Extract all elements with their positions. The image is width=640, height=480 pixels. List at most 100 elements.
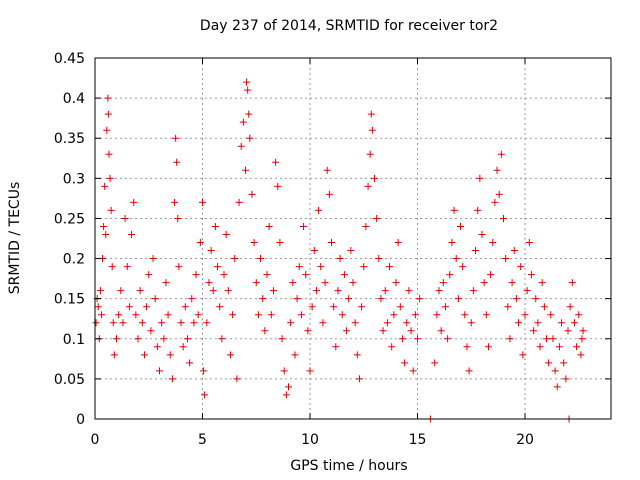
data-point xyxy=(272,158,280,166)
data-point xyxy=(463,343,471,351)
data-point xyxy=(381,287,389,295)
data-point xyxy=(107,206,115,214)
data-point xyxy=(218,335,226,343)
data-point xyxy=(500,214,507,222)
data-point xyxy=(377,295,385,303)
data-point xyxy=(312,287,320,295)
data-point xyxy=(231,255,239,263)
data-point xyxy=(188,295,196,303)
data-point xyxy=(175,263,183,271)
data-point xyxy=(319,319,327,327)
data-point xyxy=(285,383,292,391)
data-point xyxy=(340,271,348,279)
data-point xyxy=(465,367,473,375)
data-point xyxy=(149,255,157,263)
data-point xyxy=(441,303,449,311)
y-tick-label: 0.1 xyxy=(63,332,85,348)
chart-title: Day 237 of 2014, SRMTID for receiver tor… xyxy=(200,18,498,34)
data-point xyxy=(160,335,168,343)
data-point xyxy=(173,158,181,166)
x-tick-label: 10 xyxy=(301,432,319,448)
data-point xyxy=(343,327,351,335)
data-point xyxy=(304,327,312,335)
data-point xyxy=(164,311,172,319)
data-point xyxy=(276,239,284,247)
data-point xyxy=(487,271,495,279)
data-point xyxy=(110,351,118,359)
data-point xyxy=(128,230,136,238)
data-point xyxy=(153,343,161,351)
data-point xyxy=(510,247,518,255)
data-point xyxy=(493,166,501,174)
data-point xyxy=(515,319,523,327)
data-point xyxy=(502,255,510,263)
x-tick-label: 0 xyxy=(91,432,100,448)
data-point xyxy=(306,367,314,375)
data-point xyxy=(386,263,394,271)
data-point xyxy=(407,327,415,335)
data-point xyxy=(519,351,527,359)
data-point xyxy=(577,351,585,359)
plot-frame xyxy=(94,57,612,420)
data-point xyxy=(214,263,222,271)
data-point xyxy=(295,263,303,271)
data-point xyxy=(222,230,230,238)
data-point xyxy=(229,311,237,319)
data-point xyxy=(527,271,535,279)
data-point xyxy=(143,303,151,311)
data-point xyxy=(345,295,353,303)
data-point xyxy=(207,247,215,255)
data-point xyxy=(166,351,174,359)
data-point xyxy=(265,222,273,230)
data-point xyxy=(101,182,109,190)
data-point xyxy=(543,335,550,343)
data-point xyxy=(411,311,419,319)
data-point xyxy=(201,391,209,399)
data-point xyxy=(317,263,325,271)
data-point xyxy=(416,295,424,303)
data-point xyxy=(435,287,443,295)
data-point xyxy=(373,214,381,222)
data-point xyxy=(351,319,359,327)
data-point xyxy=(267,311,275,319)
data-point xyxy=(121,214,129,222)
data-point xyxy=(525,239,533,247)
data-point xyxy=(521,311,529,319)
data-point xyxy=(371,174,378,182)
data-point xyxy=(508,279,516,287)
data-point xyxy=(573,343,581,351)
data-point xyxy=(446,271,454,279)
data-point xyxy=(523,287,531,295)
data-point xyxy=(315,206,323,214)
x-tick-label: 20 xyxy=(516,432,534,448)
data-point xyxy=(280,367,288,375)
data-point xyxy=(287,319,295,327)
y-axis-label: SRMTID / TECUs xyxy=(7,182,23,295)
data-point xyxy=(489,239,497,247)
x-axis-label: GPS time / hours xyxy=(290,458,407,474)
data-point xyxy=(364,182,372,190)
data-point xyxy=(452,255,460,263)
data-point xyxy=(243,78,251,86)
data-point xyxy=(388,343,396,351)
data-point xyxy=(353,351,361,359)
data-point xyxy=(172,134,180,142)
data-point xyxy=(506,335,514,343)
axis-ticks: 0 0.05 0.1 0.15 0.2 0.25 0.3 0.35 0.4 0.45 0 5 10 15 2… xyxy=(54,51,611,448)
data-point xyxy=(469,287,477,295)
data-points xyxy=(92,78,587,423)
data-point xyxy=(104,94,112,102)
data-point xyxy=(360,263,368,271)
data-point xyxy=(248,190,256,198)
data-point xyxy=(291,351,299,359)
data-point xyxy=(97,311,105,319)
data-point xyxy=(396,303,404,311)
data-point xyxy=(168,375,176,383)
data-point xyxy=(308,303,316,311)
data-point xyxy=(203,319,211,327)
data-point xyxy=(102,230,110,238)
data-point xyxy=(321,279,329,287)
data-point xyxy=(235,198,243,206)
data-point xyxy=(192,271,200,279)
